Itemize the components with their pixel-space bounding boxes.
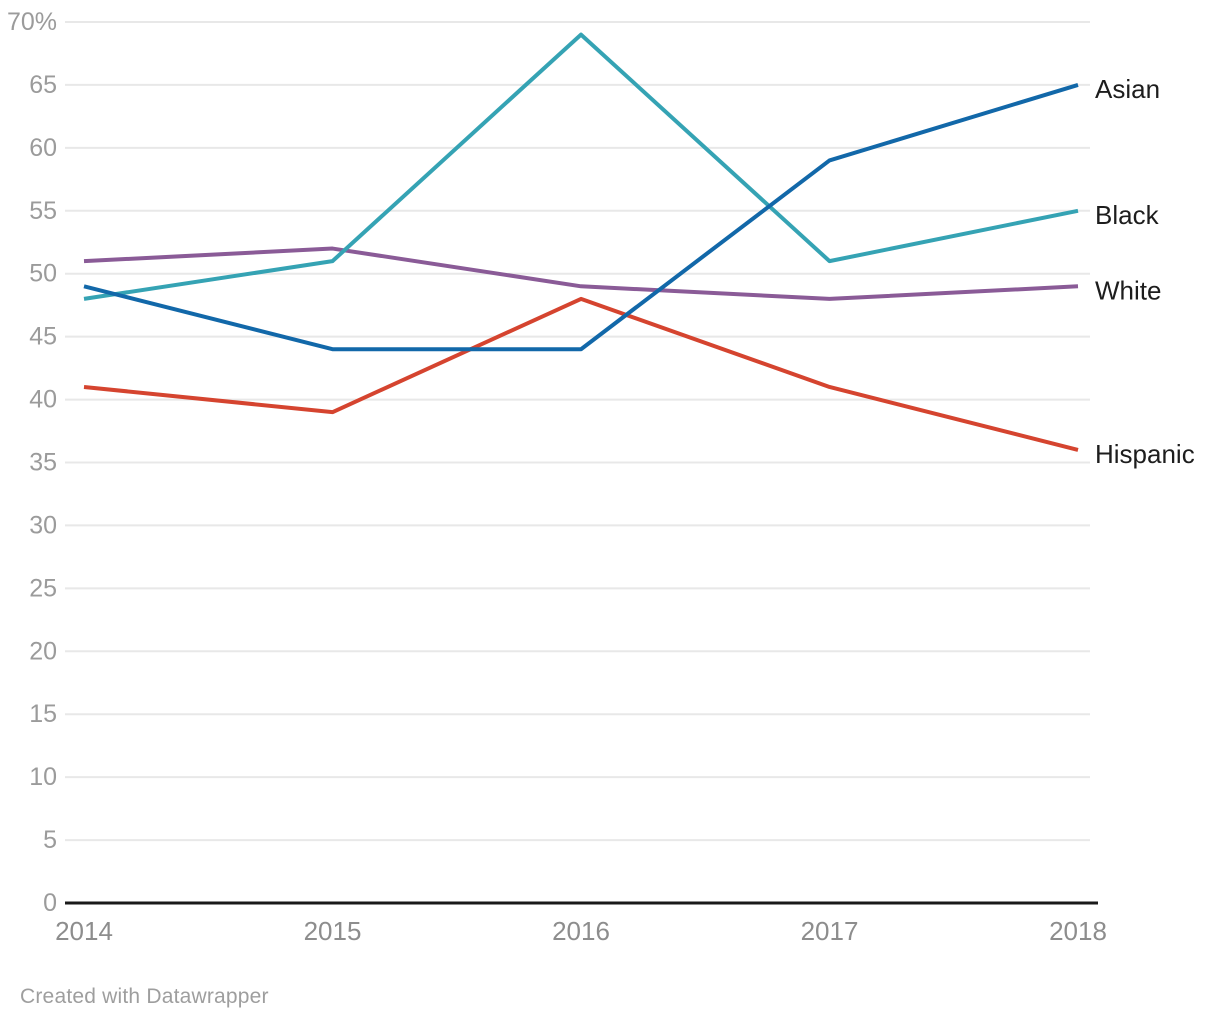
y-gridlines (65, 21, 1098, 905)
y-tick-label: 35 (29, 449, 57, 477)
y-tick-label: 10 (29, 763, 57, 791)
y-tick-label: 20 (29, 637, 57, 665)
y-tick-label: 55 (29, 197, 57, 225)
y-tick-label: 45 (29, 323, 57, 351)
series-line-hispanic (83, 296, 1079, 452)
x-axis-labels: 2014 2015 2016 2017 2018 (55, 916, 1107, 946)
series-label-white: White (1095, 275, 1161, 305)
series-line-black (83, 32, 1079, 301)
series-line-white (83, 246, 1079, 301)
x-tick-label: 2015 (304, 916, 362, 946)
y-tick-label: 15 (29, 700, 57, 728)
y-tick-label: 65 (29, 71, 57, 99)
y-tick-label: 60 (29, 134, 57, 162)
series-label-asian: Asian (1095, 74, 1160, 104)
y-tick-label: 0 (43, 889, 57, 917)
x-tick-label: 2014 (55, 916, 113, 946)
series-label-hispanic: Hispanic (1095, 439, 1195, 469)
x-tick-label: 2018 (1049, 916, 1107, 946)
y-tick-label: 30 (29, 511, 57, 539)
y-axis-labels: 0 5 10 15 20 25 30 35 40 45 50 55 60 65 70% (7, 8, 57, 917)
y-tick-label: 5 (43, 826, 57, 854)
series-label-black: Black (1095, 200, 1160, 230)
series-line-asian (83, 83, 1079, 352)
x-tick-label: 2016 (552, 916, 610, 946)
series-lines (83, 32, 1079, 452)
y-tick-label: 40 (29, 386, 57, 414)
y-tick-label: 50 (29, 260, 57, 288)
x-tick-label: 2017 (801, 916, 859, 946)
y-tick-label: 25 (29, 574, 57, 602)
attribution-text: Created with Datawrapper (20, 985, 269, 1008)
y-tick-label: 70% (7, 8, 57, 36)
series-labels: Asian Black White Hispanic (1095, 74, 1195, 469)
